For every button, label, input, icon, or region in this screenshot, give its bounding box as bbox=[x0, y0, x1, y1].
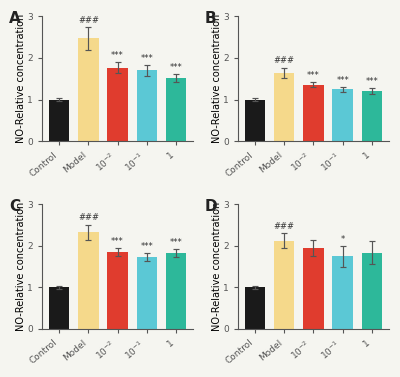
Bar bbox=[245, 287, 265, 329]
Bar bbox=[362, 91, 382, 141]
Bar bbox=[274, 241, 294, 329]
Text: B: B bbox=[205, 11, 216, 26]
Text: ***: *** bbox=[140, 54, 153, 63]
Bar bbox=[303, 248, 324, 329]
Text: ***: *** bbox=[336, 75, 349, 84]
Bar bbox=[166, 253, 186, 329]
Bar bbox=[362, 253, 382, 329]
Bar bbox=[332, 256, 353, 329]
Text: A: A bbox=[9, 11, 21, 26]
Text: ***: *** bbox=[170, 238, 182, 247]
Bar bbox=[136, 257, 157, 329]
Bar bbox=[78, 38, 99, 141]
Text: C: C bbox=[9, 199, 20, 214]
Bar bbox=[166, 78, 186, 141]
Text: ###: ### bbox=[78, 16, 99, 25]
Y-axis label: NO-Relative concentration: NO-Relative concentration bbox=[212, 202, 222, 331]
Text: ***: *** bbox=[140, 242, 153, 251]
Text: ***: *** bbox=[366, 77, 378, 86]
Bar bbox=[107, 67, 128, 141]
Bar bbox=[78, 232, 99, 329]
Y-axis label: NO-Relative concentration: NO-Relative concentration bbox=[16, 14, 26, 143]
Text: D: D bbox=[205, 199, 217, 214]
Bar bbox=[332, 89, 353, 141]
Bar bbox=[107, 252, 128, 329]
Bar bbox=[245, 100, 265, 141]
Text: ***: *** bbox=[111, 237, 124, 246]
Text: ***: *** bbox=[307, 70, 320, 80]
Bar bbox=[274, 72, 294, 141]
Bar bbox=[49, 100, 70, 141]
Text: ***: *** bbox=[170, 63, 182, 72]
Text: *: * bbox=[340, 235, 345, 244]
Bar bbox=[136, 70, 157, 141]
Bar bbox=[49, 287, 70, 329]
Y-axis label: NO-Relative concentration: NO-Relative concentration bbox=[16, 202, 26, 331]
Y-axis label: NO-Relative concentration: NO-Relative concentration bbox=[212, 14, 222, 143]
Text: ###: ### bbox=[78, 213, 99, 222]
Bar bbox=[303, 84, 324, 141]
Text: ###: ### bbox=[274, 57, 295, 66]
Text: ###: ### bbox=[274, 222, 295, 231]
Text: ***: *** bbox=[111, 51, 124, 60]
